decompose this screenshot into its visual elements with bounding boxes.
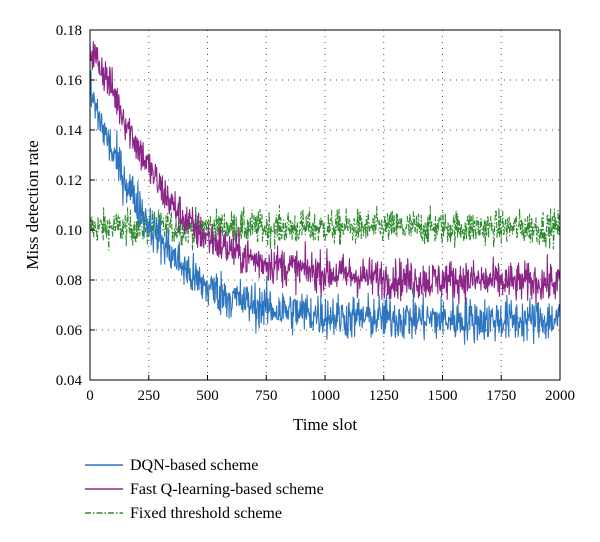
grid-lines [90, 30, 560, 380]
legend: DQN-based scheme Fast Q-learning-based sc… [85, 457, 324, 522]
y-tick-label: 0.06 [56, 323, 83, 339]
x-axis-ticks: 0 250 500 750 1000 1250 1500 1750 2000 [86, 375, 575, 404]
x-tick-label: 0 [86, 388, 94, 404]
x-tick-label: 1750 [486, 388, 516, 404]
y-tick-label: 0.08 [56, 273, 82, 289]
y-tick-label: 0.14 [56, 123, 83, 139]
x-tick-label: 1000 [310, 388, 340, 404]
legend-label-2: Fast Q-learning-based scheme [130, 481, 324, 498]
x-tick-label: 750 [255, 388, 278, 404]
series-line-1 [89, 69, 561, 345]
legend-label-3: Fixed threshold scheme [130, 505, 282, 522]
x-tick-label: 1250 [369, 388, 399, 404]
y-tick-label: 0.18 [56, 23, 82, 39]
y-tick-label: 0.16 [56, 73, 83, 89]
x-tick-label: 2000 [545, 388, 575, 404]
x-tick-label: 500 [196, 388, 219, 404]
y-axis-label: Miss detection rate [23, 140, 42, 269]
x-axis-label: Time slot [293, 415, 357, 434]
x-tick-label: 250 [138, 388, 161, 404]
y-tick-label: 0.04 [56, 373, 83, 389]
y-tick-label: 0.10 [56, 223, 82, 239]
y-tick-label: 0.12 [56, 173, 82, 189]
y-axis-ticks: 0.04 0.06 0.08 0.10 0.12 0.14 0.16 0.18 [56, 23, 95, 389]
series-line-2 [89, 40, 561, 308]
series-lines [89, 40, 561, 345]
legend-label-1: DQN-based scheme [130, 457, 258, 474]
x-tick-label: 1500 [428, 388, 458, 404]
